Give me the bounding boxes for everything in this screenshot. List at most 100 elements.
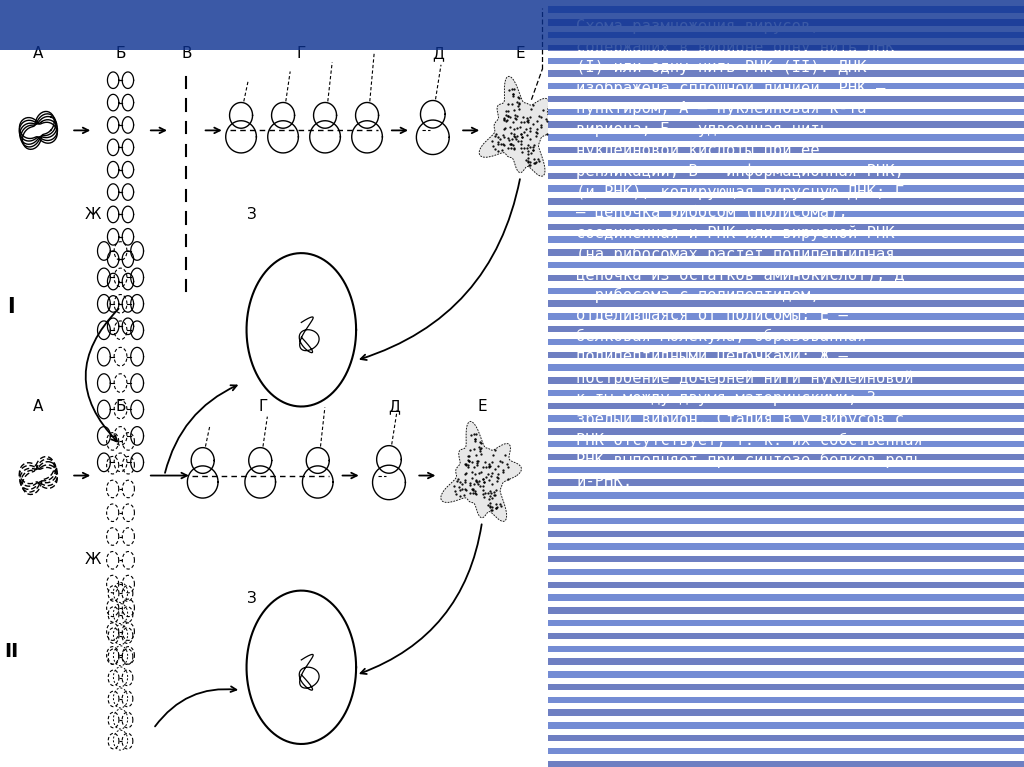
Bar xyxy=(0,10,1024,12)
Text: В: В xyxy=(181,46,191,61)
Text: А: А xyxy=(33,399,44,414)
Bar xyxy=(548,709,1024,716)
Bar xyxy=(548,556,1024,562)
Bar xyxy=(548,620,1024,627)
Bar xyxy=(548,224,1024,230)
Text: З: З xyxy=(247,207,257,222)
Bar xyxy=(548,275,1024,281)
Bar xyxy=(548,173,1024,179)
Bar xyxy=(548,236,1024,243)
Bar xyxy=(548,492,1024,499)
Bar xyxy=(548,96,1024,102)
Bar xyxy=(548,301,1024,307)
Text: Е: Е xyxy=(477,399,486,414)
Bar xyxy=(548,761,1024,767)
Text: I: I xyxy=(7,297,14,317)
Bar xyxy=(548,594,1024,601)
Bar xyxy=(548,543,1024,550)
Bar xyxy=(548,44,1024,51)
Bar xyxy=(548,262,1024,268)
Text: Ж: Ж xyxy=(85,207,101,222)
Text: З: З xyxy=(247,591,257,606)
Bar xyxy=(548,339,1024,345)
Bar xyxy=(548,211,1024,217)
Bar xyxy=(548,32,1024,38)
Bar xyxy=(548,71,1024,77)
Bar xyxy=(0,35,1024,38)
Bar xyxy=(548,441,1024,447)
Bar xyxy=(548,479,1024,486)
Bar xyxy=(0,25,1024,28)
Bar xyxy=(548,646,1024,652)
Bar xyxy=(0,32,1024,35)
Bar xyxy=(548,748,1024,754)
Bar xyxy=(0,28,1024,30)
Bar xyxy=(0,40,1024,42)
Bar xyxy=(548,186,1024,192)
Bar xyxy=(548,454,1024,460)
Bar xyxy=(0,0,1024,2)
Bar xyxy=(548,390,1024,397)
Bar xyxy=(0,30,1024,32)
Bar xyxy=(548,377,1024,384)
Bar xyxy=(548,505,1024,512)
Bar xyxy=(548,198,1024,205)
Bar xyxy=(548,109,1024,115)
Bar xyxy=(548,313,1024,320)
Bar xyxy=(548,428,1024,435)
Bar xyxy=(0,48,1024,50)
Text: А: А xyxy=(33,46,44,61)
Bar xyxy=(548,147,1024,153)
Bar xyxy=(0,42,1024,44)
Bar xyxy=(548,160,1024,166)
Bar xyxy=(0,18,1024,20)
Bar xyxy=(548,581,1024,588)
Bar xyxy=(548,6,1024,13)
Polygon shape xyxy=(441,422,521,522)
Polygon shape xyxy=(479,77,560,176)
Bar xyxy=(548,403,1024,409)
Bar xyxy=(548,569,1024,575)
Bar xyxy=(548,288,1024,294)
Bar xyxy=(548,134,1024,140)
Bar xyxy=(548,466,1024,473)
Bar xyxy=(0,38,1024,40)
Bar xyxy=(0,44,1024,48)
Text: Г: Г xyxy=(297,46,306,61)
Text: Е: Е xyxy=(516,46,525,61)
Bar xyxy=(0,5,1024,8)
Bar xyxy=(548,531,1024,537)
Bar xyxy=(548,684,1024,690)
Bar xyxy=(548,633,1024,639)
Text: Д: Д xyxy=(388,399,400,414)
Bar xyxy=(548,351,1024,358)
Bar xyxy=(0,20,1024,22)
Bar xyxy=(0,15,1024,18)
Bar xyxy=(0,22,1024,25)
Text: Схема размножения вирусов,
содержащих в вирионе одну нить ДНК
(I) или одну нить : Схема размножения вирусов, содержащих в … xyxy=(577,19,924,489)
Text: Г: Г xyxy=(258,399,267,414)
Bar xyxy=(548,671,1024,677)
Text: Ж: Ж xyxy=(85,552,101,568)
Bar xyxy=(0,8,1024,10)
Bar xyxy=(548,249,1024,255)
Bar xyxy=(548,326,1024,332)
Bar xyxy=(548,518,1024,524)
Text: Д: Д xyxy=(432,46,444,61)
Bar xyxy=(548,658,1024,665)
Bar xyxy=(548,19,1024,25)
Bar xyxy=(0,2,1024,5)
Text: II: II xyxy=(4,643,18,661)
Text: Б: Б xyxy=(116,46,126,61)
Bar xyxy=(548,735,1024,742)
Bar xyxy=(548,121,1024,128)
Bar xyxy=(548,83,1024,90)
Bar xyxy=(548,58,1024,64)
Bar xyxy=(548,696,1024,703)
Bar xyxy=(0,12,1024,15)
Bar xyxy=(548,723,1024,729)
Bar xyxy=(548,416,1024,422)
Bar xyxy=(548,607,1024,614)
Bar xyxy=(548,364,1024,370)
Text: Б: Б xyxy=(116,399,126,414)
